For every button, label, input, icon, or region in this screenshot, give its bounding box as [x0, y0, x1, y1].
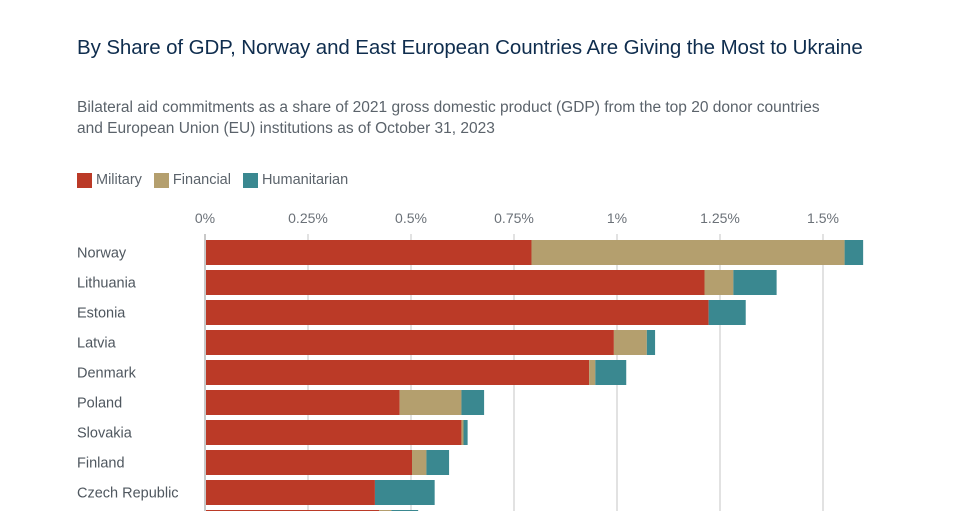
x-axis-tick-labels: 0% 0.25% 0.5% 0.75% 1% 1.25% 1.5% [195, 210, 839, 226]
category-label: Norway [77, 246, 127, 262]
x-tick-label: 0.25% [288, 210, 328, 226]
bar-segment-military [206, 330, 614, 355]
bar-segment-humanitarian [646, 330, 656, 355]
bar-segment-humanitarian [733, 270, 777, 295]
category-labels: Norway Lithuania Estonia Latvia Denmark Polan… [77, 246, 179, 502]
legend-item-military: Military [77, 172, 142, 188]
legend-item-financial: Financial [153, 172, 231, 188]
category-label: Estonia [77, 306, 126, 322]
category-label: Latvia [77, 336, 117, 352]
x-tick-label: 0.5% [395, 210, 427, 226]
legend-swatch-military [77, 172, 92, 188]
x-tick-label: 0% [195, 210, 215, 226]
bar-segment-humanitarian [426, 450, 450, 475]
bar-segment-financial [461, 420, 464, 445]
legend: Military Financial Humanitarian [77, 172, 360, 188]
legend-label-financial: Financial [172, 172, 231, 188]
legend-swatch-financial [153, 172, 169, 188]
bar-segment-financial [531, 240, 845, 265]
category-label: Poland [77, 396, 122, 412]
legend-item-humanitarian: Humanitarian [242, 172, 349, 188]
bar-segment-military [206, 300, 709, 325]
bar-segment-humanitarian [461, 390, 485, 415]
legend-label-humanitarian: Humanitarian [261, 172, 349, 188]
category-label: Slovakia [77, 426, 133, 442]
x-tick-label: 1.5% [807, 210, 839, 226]
bar-segment-humanitarian [595, 360, 627, 385]
bar-segment-humanitarian [463, 420, 468, 445]
category-label: Czech Republic [77, 486, 179, 502]
bar-segment-military [206, 480, 375, 505]
x-tick-label: 1% [607, 210, 627, 226]
x-tick-label: 0.75% [494, 210, 534, 226]
bar-segment-military [206, 420, 462, 445]
bar-segment-military [206, 450, 412, 475]
bar-segment-humanitarian [844, 240, 864, 265]
chart-title: By Share of GDP, Norway and East Europea… [77, 36, 863, 59]
category-label: Finland [77, 456, 125, 472]
x-tick-label: 1.25% [700, 210, 740, 226]
bars [206, 240, 864, 511]
bar-segment-humanitarian [708, 300, 746, 325]
category-label: Lithuania [77, 276, 137, 292]
bar-segment-military [206, 390, 400, 415]
stacked-bar-chart: 0% 0.25% 0.5% 0.75% 1% 1.25% 1.5% Norway Lithua… [77, 210, 864, 511]
chart-subtitle: Bilateral aid commitments as a share of … [77, 99, 820, 137]
bar-segment-humanitarian [374, 480, 435, 505]
bar-segment-financial [399, 390, 462, 415]
bar-segment-financial [412, 450, 427, 475]
bar-segment-financial [613, 330, 647, 355]
category-label: Denmark [77, 366, 137, 382]
bar-segment-military [206, 240, 532, 265]
bar-segment-military [206, 360, 590, 385]
legend-label-military: Military [96, 172, 142, 188]
bar-segment-military [206, 270, 705, 295]
bar-segment-financial [704, 270, 734, 295]
bar-segment-financial [589, 360, 596, 385]
legend-swatch-humanitarian [242, 172, 258, 188]
